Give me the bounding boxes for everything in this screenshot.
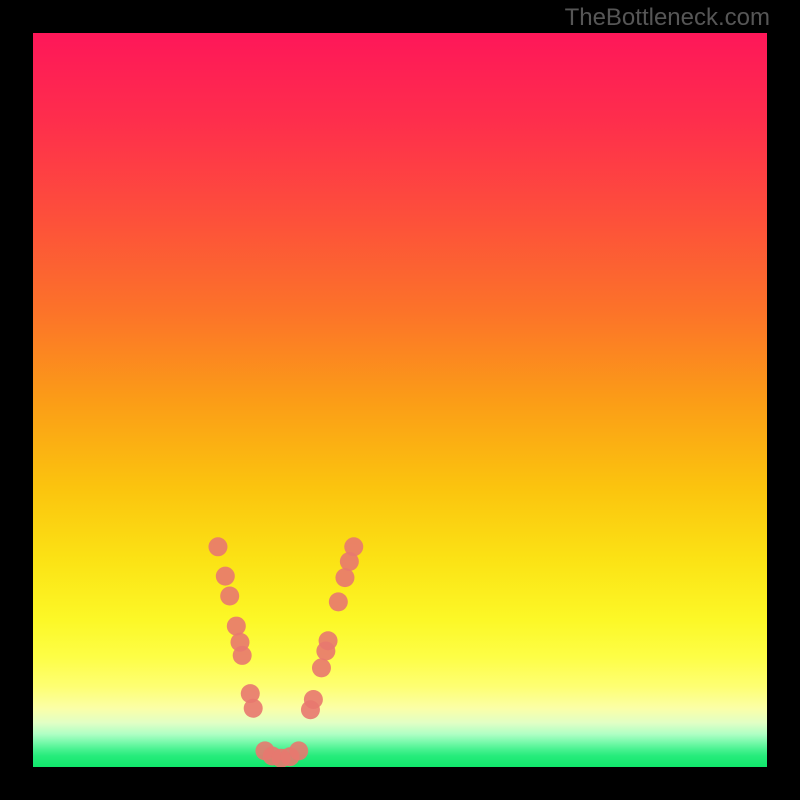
watermark-text: TheBottleneck.com bbox=[565, 4, 770, 32]
marker-dot bbox=[344, 537, 363, 556]
marker-dot bbox=[312, 658, 331, 677]
marker-dot bbox=[233, 646, 252, 665]
marker-dot bbox=[329, 592, 348, 611]
plot-area bbox=[33, 33, 767, 767]
chart-frame: TheBottleneck.com bbox=[0, 0, 800, 800]
marker-dot bbox=[216, 567, 235, 586]
plot-svg bbox=[33, 33, 767, 767]
marker-dot bbox=[319, 631, 338, 650]
marker-dot bbox=[227, 617, 246, 636]
marker-dot bbox=[208, 537, 227, 556]
marker-dot bbox=[335, 568, 354, 587]
marker-dot bbox=[220, 586, 239, 605]
marker-dot bbox=[244, 699, 263, 718]
gradient-background bbox=[33, 33, 767, 767]
marker-dot bbox=[289, 741, 308, 760]
marker-dot bbox=[304, 690, 323, 709]
